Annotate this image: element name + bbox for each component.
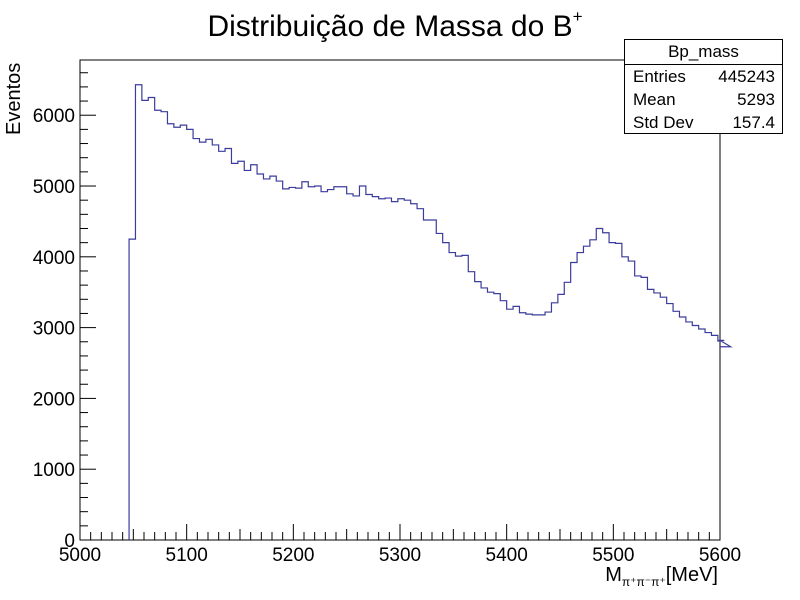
stats-row-stddev: Std Dev 157.4 bbox=[625, 111, 782, 134]
x-axis-label-unit: [MeV] bbox=[666, 564, 718, 586]
y-tick-label: 6000 bbox=[33, 106, 75, 127]
y-tick-label: 3000 bbox=[33, 319, 75, 340]
stats-row-entries: Entries 445243 bbox=[625, 65, 782, 88]
chart-title-superscript: + bbox=[573, 7, 583, 26]
x-tick-label: 5500 bbox=[592, 545, 634, 566]
histogram-line bbox=[128, 84, 733, 540]
stats-stddev-label: Std Dev bbox=[633, 113, 694, 132]
stats-box: Bp_mass Entries 445243 Mean 5293 Std Dev… bbox=[624, 39, 783, 134]
x-axis-label: Mπ⁺π⁻π⁺[MeV] bbox=[605, 564, 718, 589]
y-tick-label: 2000 bbox=[33, 389, 75, 410]
stats-histogram-name: Bp_mass bbox=[625, 40, 782, 65]
stats-stddev-value: 157.4 bbox=[732, 113, 775, 132]
x-axis-label-subscript: π⁺π⁻π⁺ bbox=[622, 575, 666, 589]
stats-row-mean: Mean 5293 bbox=[625, 88, 782, 111]
stats-entries-label: Entries bbox=[633, 67, 686, 86]
chart-title: Distribuição de Massa do B+ bbox=[207, 7, 582, 43]
y-axis-label: Eventos bbox=[3, 63, 25, 135]
x-tick-label: 5300 bbox=[379, 545, 421, 566]
y-tick-label: 0 bbox=[64, 531, 75, 552]
x-tick-label: 5600 bbox=[699, 545, 741, 566]
y-tick-label: 1000 bbox=[33, 460, 75, 481]
y-tick-label: 5000 bbox=[33, 177, 75, 198]
x-tick-label: 5200 bbox=[272, 545, 314, 566]
stats-entries-value: 445243 bbox=[718, 67, 775, 86]
x-tick-label: 5100 bbox=[166, 545, 208, 566]
x-tick-label: 5400 bbox=[486, 545, 528, 566]
stats-mean-value: 5293 bbox=[737, 90, 775, 109]
x-tick-label: 5000 bbox=[59, 545, 101, 566]
y-tick-label: 4000 bbox=[33, 248, 75, 269]
stats-mean-label: Mean bbox=[633, 90, 676, 109]
